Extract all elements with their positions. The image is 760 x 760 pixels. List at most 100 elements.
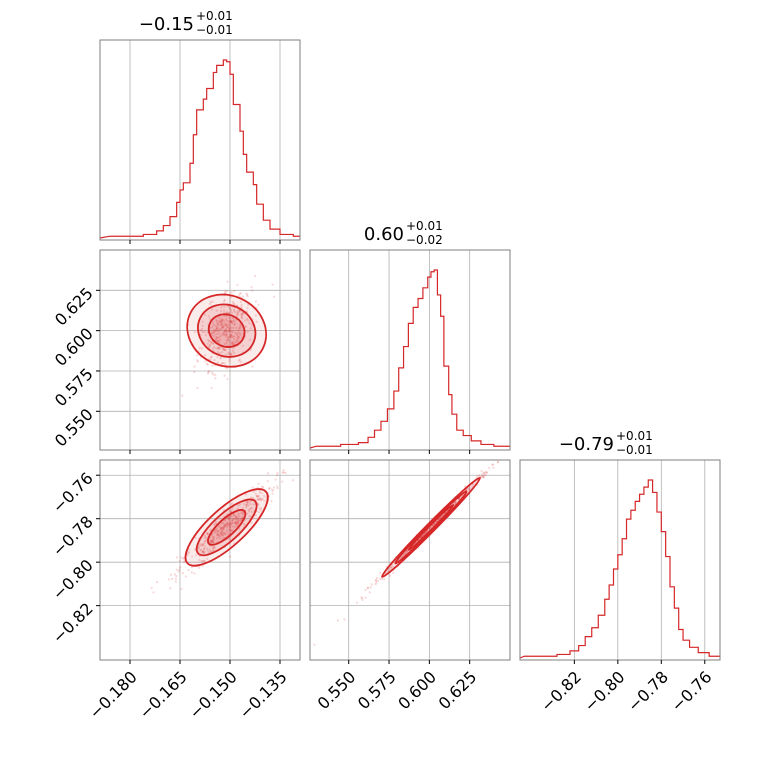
sample-point xyxy=(212,545,215,548)
sample-point xyxy=(276,487,279,490)
sample-point xyxy=(225,326,228,329)
histogram-0 xyxy=(99,59,300,239)
sample-point xyxy=(201,320,204,323)
sample-point xyxy=(174,580,178,583)
sample-point xyxy=(360,596,363,599)
sample-point xyxy=(236,340,239,343)
sample-point xyxy=(231,343,234,346)
sample-point xyxy=(196,354,199,357)
sample-point xyxy=(276,473,279,477)
sample-point xyxy=(281,480,284,483)
sample-point xyxy=(216,537,219,540)
sample-point xyxy=(467,488,471,491)
sample-point xyxy=(212,536,215,539)
sample-point xyxy=(208,344,211,347)
sample-point xyxy=(230,321,233,324)
sample-point xyxy=(483,474,486,477)
sample-point xyxy=(236,332,239,335)
sample-point xyxy=(211,540,215,543)
sample-point xyxy=(224,353,227,357)
sample-point xyxy=(245,292,248,295)
sample-point xyxy=(212,334,216,338)
sample-point xyxy=(211,546,214,550)
sample-point xyxy=(201,550,204,554)
sample-point xyxy=(470,485,473,488)
sample-point xyxy=(235,522,238,525)
sample-point xyxy=(224,348,227,351)
sample-point xyxy=(211,540,215,544)
sample-point xyxy=(242,502,245,506)
sample-point xyxy=(211,342,215,345)
sample-point xyxy=(222,347,225,350)
sample-point xyxy=(218,323,221,326)
sample-point xyxy=(223,320,226,323)
sample-point xyxy=(230,334,233,337)
sample-point xyxy=(245,506,248,509)
sample-point xyxy=(217,330,220,333)
y-tick-label: 0.575 xyxy=(51,364,97,410)
sample-point xyxy=(229,308,233,311)
sample-point xyxy=(220,526,223,529)
sample-point xyxy=(222,525,225,528)
sample-point xyxy=(221,526,224,530)
sample-point xyxy=(234,331,237,334)
sample-point xyxy=(221,361,224,365)
sample-point xyxy=(210,541,213,544)
sample-point xyxy=(391,565,395,568)
sample-point xyxy=(228,522,231,525)
sample-point xyxy=(260,509,263,512)
sample-point xyxy=(228,328,231,331)
sample-point xyxy=(229,510,232,513)
sample-point xyxy=(227,339,230,342)
sample-point xyxy=(222,300,226,303)
sample-point xyxy=(228,528,232,531)
sample-point xyxy=(336,619,339,622)
sample-point xyxy=(217,525,220,528)
sample-point xyxy=(284,471,287,475)
sample-point xyxy=(224,324,227,327)
sample-point xyxy=(276,471,279,475)
sample-point xyxy=(228,515,232,518)
sample-point xyxy=(267,487,271,490)
sample-point xyxy=(225,310,228,314)
sample-point xyxy=(236,520,240,523)
sample-point xyxy=(220,362,224,365)
sample-point xyxy=(282,469,285,472)
sample-point xyxy=(257,504,260,507)
sample-point xyxy=(250,323,253,326)
sample-point xyxy=(216,336,219,339)
sample-point xyxy=(240,303,243,306)
sample-point xyxy=(201,327,204,331)
sample-point xyxy=(238,336,241,339)
sample-point xyxy=(193,548,197,551)
sample-point xyxy=(204,360,207,363)
sample-point xyxy=(225,331,228,334)
sample-point xyxy=(190,566,193,569)
sample-point xyxy=(228,555,231,558)
sample-point xyxy=(273,486,276,489)
sample-point xyxy=(227,336,230,339)
sample-point xyxy=(273,295,276,298)
sample-point xyxy=(364,588,367,591)
contour-level-0 xyxy=(184,488,269,567)
sample-point xyxy=(222,324,226,328)
sample-point xyxy=(236,283,239,287)
sample-point xyxy=(181,557,184,560)
sample-point xyxy=(236,337,239,341)
sample-point xyxy=(229,353,233,356)
sample-point xyxy=(254,492,257,496)
sample-point xyxy=(199,544,202,547)
sample-point xyxy=(224,329,227,333)
sample-point xyxy=(240,313,244,317)
sample-point xyxy=(258,498,261,501)
sample-point xyxy=(250,506,254,510)
panel-frame xyxy=(309,459,511,661)
sample-point xyxy=(212,523,216,526)
sample-point xyxy=(230,310,233,313)
sample-point xyxy=(257,482,260,486)
sample-point xyxy=(220,522,224,525)
sample-point xyxy=(216,323,219,327)
sample-point xyxy=(370,583,373,586)
sample-point xyxy=(211,364,214,367)
sample-point xyxy=(230,291,233,294)
